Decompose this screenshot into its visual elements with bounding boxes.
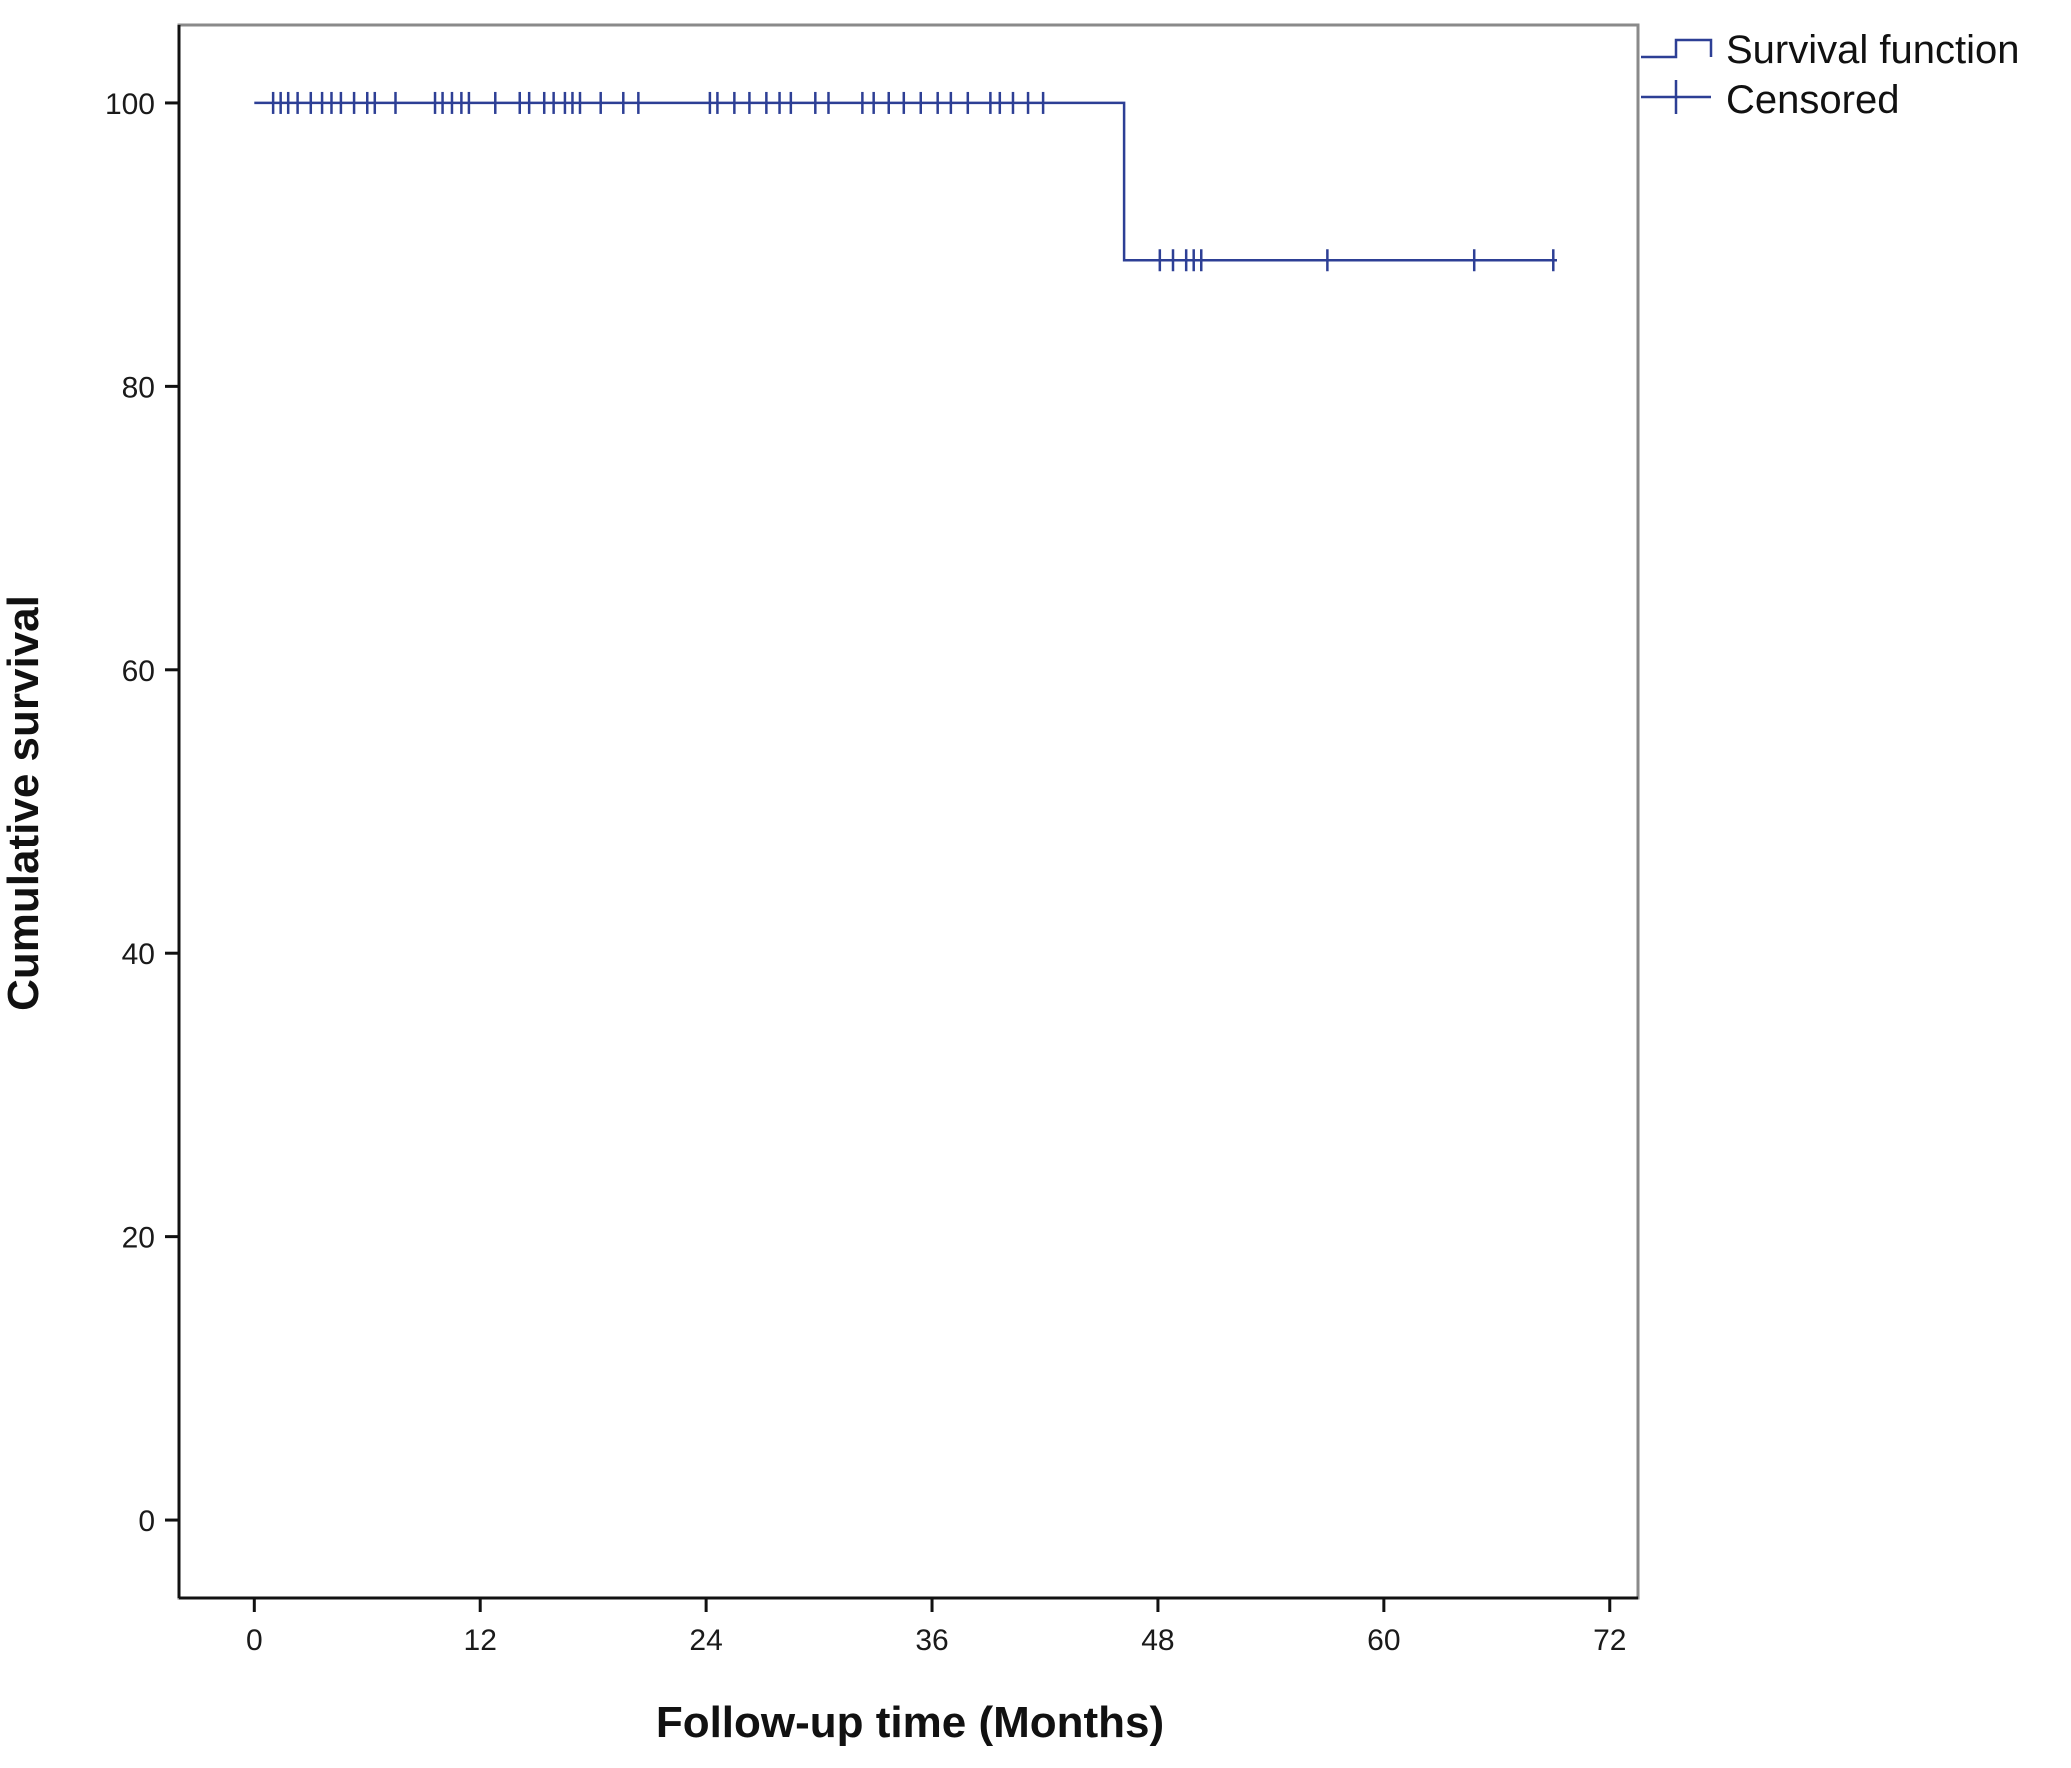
x-axis-title: Follow-up time (Months) xyxy=(656,1698,1164,1747)
y-tick-label: 60 xyxy=(122,655,155,688)
x-tick-label: 60 xyxy=(1367,1624,1400,1657)
survival-function-line xyxy=(254,101,1557,262)
y-tick-label: 0 xyxy=(138,1505,155,1538)
y-tick-label: 20 xyxy=(122,1222,155,1255)
legend-survival-swatch xyxy=(1641,38,1713,59)
legend-survival-label: Survival function xyxy=(1726,28,2019,72)
x-tick-label: 36 xyxy=(915,1624,948,1657)
x-tick-label: 48 xyxy=(1141,1624,1174,1657)
x-tick-label: 0 xyxy=(246,1624,263,1657)
legend: Survival function Censored xyxy=(1641,28,2019,122)
legend-censored-label: Censored xyxy=(1726,78,1899,122)
x-tick-label: 72 xyxy=(1593,1624,1626,1657)
x-tick-label: 12 xyxy=(464,1624,497,1657)
y-tick-label: 100 xyxy=(105,88,155,121)
y-axis-title: Cumulative survival xyxy=(0,595,48,1011)
y-axis-ticks: 0 20 40 60 80 100 xyxy=(105,88,179,1538)
y-tick-label: 80 xyxy=(122,371,155,404)
y-tick-label: 40 xyxy=(122,938,155,971)
x-axis-ticks: 0 12 24 36 48 60 72 xyxy=(246,1598,1626,1657)
x-tick-label: 24 xyxy=(689,1624,722,1657)
series-layer xyxy=(254,91,1557,272)
